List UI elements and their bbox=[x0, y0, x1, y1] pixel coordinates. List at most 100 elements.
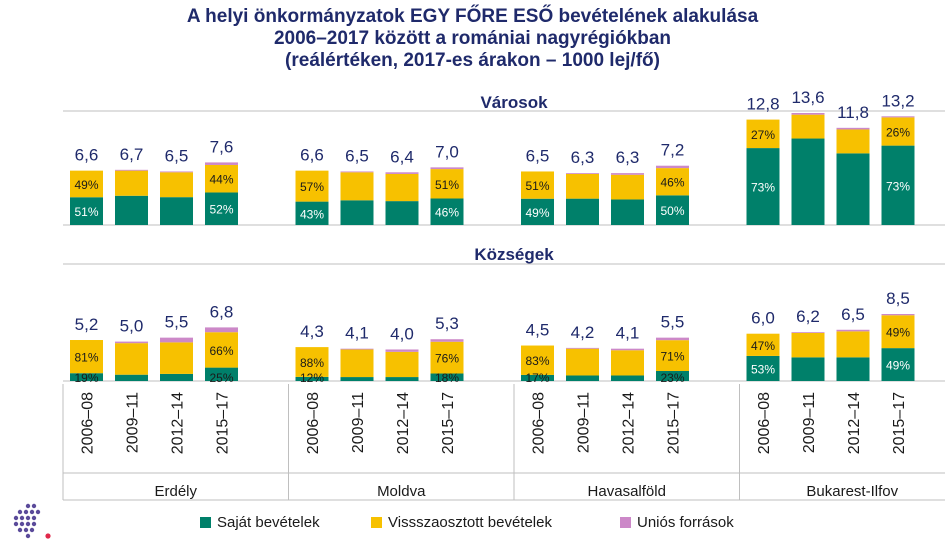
redistributed-pct-label: 49% bbox=[886, 326, 910, 340]
bar-redistributed bbox=[160, 342, 193, 374]
redistributed-pct-label: 49% bbox=[74, 178, 98, 192]
bar-group-0: 5,2 81% 19% 5,0 5,5 6,8 66% 25% bbox=[70, 302, 238, 385]
own-pct-label: 23% bbox=[660, 371, 684, 385]
bar-redistributed bbox=[521, 171, 554, 199]
bar-redistributed bbox=[656, 168, 689, 196]
bar-redistributed bbox=[881, 315, 915, 349]
bar-own bbox=[656, 195, 689, 225]
total-label: 7,0 bbox=[435, 142, 459, 161]
bar-redistributed bbox=[385, 173, 419, 202]
bar-group-1: 4,3 88%12% 4,1 4,0 5,3 76% 18% bbox=[295, 314, 464, 385]
bar-eu bbox=[385, 349, 419, 352]
bar-redistributed bbox=[836, 129, 870, 154]
own-pct-label: 49% bbox=[886, 359, 910, 373]
bar-redistributed bbox=[566, 348, 599, 376]
bar-eu bbox=[385, 172, 419, 174]
period-tick-label: 2015–17 bbox=[666, 392, 683, 454]
bar-eu bbox=[656, 337, 689, 341]
panel-kozsegek: Községek 5,2 81% 19% 5,0 5,5 6,8 66% 25% 4,3 88%12… bbox=[63, 245, 945, 385]
total-label: 6,6 bbox=[300, 146, 324, 165]
bar-own bbox=[746, 148, 780, 225]
title-line-3: (reálértéken, 2017-es árakon – 1000 lej/… bbox=[285, 50, 660, 71]
bar-redistributed bbox=[340, 172, 374, 201]
period-tick-label: 2006–08 bbox=[756, 392, 773, 454]
total-label: 13,6 bbox=[791, 88, 824, 107]
total-label: 6,0 bbox=[751, 309, 775, 328]
bar-group-2: 6,5 51% 49% 6,3 6,3 7,2 46% 50% bbox=[521, 141, 689, 225]
bar-eu bbox=[791, 113, 825, 115]
bar-group-3: 12,8 27% 73% 13,6 11,8 13,2 26% 73% bbox=[746, 88, 915, 225]
legend-label-own: Saját bevételek bbox=[217, 514, 320, 531]
period-tick-label: 2006–08 bbox=[531, 392, 548, 454]
redistributed-pct-label: 57% bbox=[300, 180, 324, 194]
total-label: 6,4 bbox=[390, 147, 414, 166]
legend-swatch-own bbox=[200, 517, 211, 528]
period-tick-label: 2012–14 bbox=[621, 392, 638, 454]
bar-eu bbox=[836, 329, 870, 332]
total-label: 6,3 bbox=[616, 148, 640, 167]
bar-redistributed bbox=[746, 333, 780, 356]
bar-own bbox=[746, 355, 780, 381]
bar-eu bbox=[160, 337, 193, 343]
bar-own bbox=[295, 201, 329, 225]
bar-eu bbox=[340, 348, 374, 350]
redistributed-pct-label: 66% bbox=[209, 344, 233, 358]
bar-eu bbox=[566, 173, 599, 174]
redistributed-pct-label: 51% bbox=[525, 179, 549, 193]
bar-eu bbox=[881, 116, 915, 118]
bar-own bbox=[295, 376, 329, 381]
bar-eu bbox=[430, 339, 464, 342]
redistributed-pct-label: 26% bbox=[886, 125, 910, 139]
bar-redistributed bbox=[611, 174, 644, 200]
bar-own bbox=[836, 153, 870, 225]
region-label: Erdély bbox=[154, 483, 197, 500]
total-label: 6,2 bbox=[796, 307, 820, 326]
bar-own bbox=[160, 197, 193, 225]
dots-logo-icon bbox=[13, 503, 51, 539]
total-label: 4,2 bbox=[571, 323, 595, 342]
period-tick-label: 2012–14 bbox=[395, 392, 412, 454]
bar-own bbox=[70, 197, 103, 225]
bar-redistributed bbox=[160, 172, 193, 198]
own-pct-label: 49% bbox=[525, 206, 549, 220]
bar-own bbox=[791, 357, 825, 381]
bar-redistributed bbox=[205, 164, 238, 193]
region-label: Moldva bbox=[377, 483, 426, 500]
bar-own bbox=[385, 201, 419, 225]
bar-own bbox=[836, 357, 870, 381]
bar-group-3: 6,0 47% 53% 6,2 6,5 8,5 49% 49% bbox=[746, 289, 915, 381]
region-label: Bukarest-Ilfov bbox=[806, 483, 898, 500]
bar-redistributed bbox=[295, 347, 329, 377]
total-label: 5,0 bbox=[120, 317, 144, 336]
total-label: 7,2 bbox=[661, 141, 685, 160]
bar-own bbox=[115, 374, 148, 381]
bar-eu bbox=[205, 327, 238, 333]
total-label: 5,3 bbox=[435, 314, 459, 333]
period-tick-label: 2015–17 bbox=[891, 392, 908, 454]
bar-own bbox=[521, 374, 554, 381]
bar-own bbox=[566, 375, 599, 381]
period-tick-label: 2009–11 bbox=[125, 392, 142, 453]
own-pct-label: 73% bbox=[886, 179, 910, 193]
redistributed-pct-label: 51% bbox=[435, 178, 459, 192]
legend-label-redistributed: Vissszaosztott bevételek bbox=[388, 514, 552, 531]
own-pct-label: 50% bbox=[660, 204, 684, 218]
total-label: 6,5 bbox=[345, 146, 369, 165]
bar-redistributed bbox=[295, 170, 329, 202]
bar-redistributed bbox=[340, 349, 374, 378]
total-label: 12,8 bbox=[746, 95, 779, 114]
own-pct-label: 17% bbox=[525, 371, 549, 385]
bar-own bbox=[205, 367, 238, 381]
bar-redistributed bbox=[881, 117, 915, 146]
region-label: Havasalföld bbox=[588, 483, 666, 500]
legend: Saját bevételek Vissszaosztott bevételek… bbox=[0, 514, 945, 536]
period-tick-label: 2006–08 bbox=[305, 392, 322, 454]
own-pct-label: 51% bbox=[74, 205, 98, 219]
bar-redistributed bbox=[430, 169, 464, 199]
total-label: 4,0 bbox=[390, 324, 414, 343]
bar-eu bbox=[115, 169, 148, 171]
chart-title: A helyi önkormányzatok EGY FŐRE ESŐ bevé… bbox=[0, 6, 945, 72]
bar-eu bbox=[611, 348, 644, 351]
period-tick-label: 2012–14 bbox=[846, 392, 863, 454]
bar-own bbox=[881, 145, 915, 225]
